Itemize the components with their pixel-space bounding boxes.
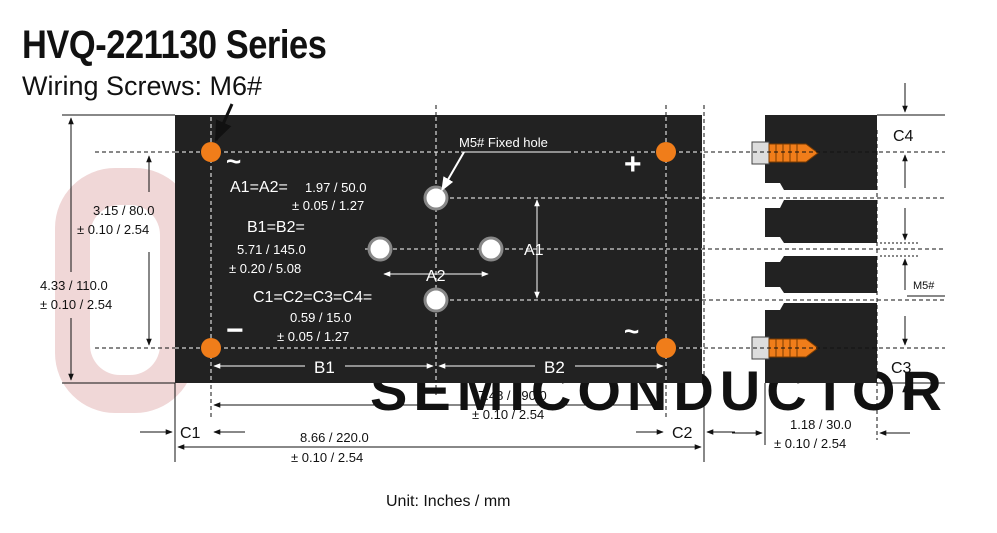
c1-label: C1: [180, 425, 201, 442]
side-width-value: 1.18 / 30.0: [790, 417, 851, 432]
inner-width-tolerance: ± 0.10 / 2.54: [472, 407, 544, 422]
terminal-ac-bottom: [656, 338, 676, 358]
ac-symbol-bottom: ~: [624, 316, 639, 346]
b-value: 5.71 / 145.0: [237, 242, 306, 257]
minus-symbol: −: [226, 314, 244, 347]
a-tolerance: ± 0.05 / 1.27: [292, 198, 364, 213]
b-label: B1=B2=: [247, 219, 305, 236]
m5-slot-callout: M5#: [880, 208, 945, 297]
m5-label: M5#: [913, 280, 935, 292]
terminal-minus: [201, 338, 221, 358]
outer-width-tolerance: ± 0.10 / 2.54: [291, 450, 363, 465]
c4-dimension: C4: [877, 83, 945, 188]
a1-label: A1: [524, 242, 544, 259]
page-title: HVQ-221130 Series: [22, 23, 327, 67]
a2-label: A2: [426, 268, 446, 285]
mounting-holes: [367, 185, 504, 313]
inner-height-value: 3.15 / 80.0: [93, 203, 154, 218]
inner-height-tolerance: ± 0.10 / 2.54: [77, 222, 149, 237]
unit-note: Unit: Inches / mm: [386, 493, 510, 510]
side-width-tolerance: ± 0.10 / 2.54: [774, 436, 846, 451]
c2-dimension: C2: [636, 425, 735, 442]
inner-width-dimension: 7.48 / 190.0 ± 0.10 / 2.54: [213, 388, 664, 422]
c3-label: C3: [891, 360, 912, 377]
b1-label: B1: [314, 358, 335, 377]
c4-label: C4: [893, 128, 914, 145]
c2-label: C2: [672, 425, 693, 442]
a-label: A1=A2=: [230, 179, 288, 196]
outer-width-value: 8.66 / 220.0: [300, 430, 369, 445]
fixed-hole-pointer: [441, 151, 465, 192]
side-width-dimension: 1.18 / 30.0 ± 0.10 / 2.54: [732, 383, 910, 451]
c-label: C1=C2=C3=C4=: [253, 289, 372, 306]
c-tolerance: ± 0.05 / 1.27: [277, 329, 349, 344]
ac-symbol-top: ~: [226, 146, 241, 176]
watermark-logo: SEMICONDUCTOR: [55, 168, 942, 422]
side-screw-top: [751, 141, 819, 165]
outer-height-dimension: 4.33 / 110.0 ± 0.10 / 2.54: [40, 114, 175, 384]
c-value: 0.59 / 15.0: [290, 310, 351, 325]
b2-label: B2: [544, 358, 565, 377]
plus-symbol: +: [624, 148, 642, 181]
outer-height-value: 4.33 / 110.0: [40, 278, 108, 293]
terminals: [201, 142, 676, 358]
terminal-plus: [656, 142, 676, 162]
b-tolerance: ± 0.20 / 5.08: [229, 261, 301, 276]
outer-height-tolerance: ± 0.10 / 2.54: [40, 297, 112, 312]
subtitle: Wiring Screws: M6#: [22, 71, 263, 101]
fixed-hole-label: M5# Fixed hole: [459, 135, 548, 150]
c1-dimension: C1: [140, 425, 245, 442]
c3-dimension: C3: [877, 316, 945, 410]
terminal-ac-top: [201, 142, 221, 162]
wiring-screw-pointer: [214, 103, 234, 142]
outer-width-dimension: 8.66 / 220.0 ± 0.10 / 2.54: [174, 383, 705, 465]
a-value: 1.97 / 50.0: [305, 180, 366, 195]
inner-width-value: 7.48 / 190.0: [478, 388, 547, 403]
inner-height-dimension: 3.15 / 80.0 ± 0.10 / 2.54: [77, 155, 154, 346]
